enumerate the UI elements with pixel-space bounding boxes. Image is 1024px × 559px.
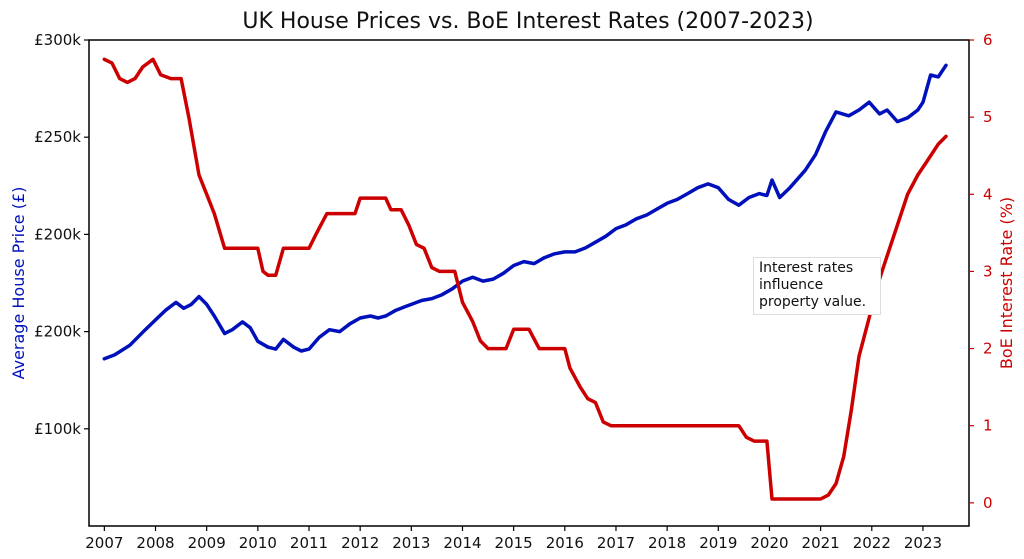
- left-tick-label: £250k: [34, 128, 81, 146]
- right-y-axis: 0 1 2 3 4 5 6: [969, 31, 993, 512]
- x-tick-label: 2017: [597, 534, 635, 552]
- left-tick-label: £200k: [34, 225, 81, 243]
- x-tick-label: 2008: [136, 534, 174, 552]
- chart-title: UK House Prices vs. BoE Interest Rates (…: [242, 9, 813, 34]
- right-tick-label: 5: [983, 108, 993, 126]
- x-tick-label: 2016: [546, 534, 584, 552]
- x-tick-label: 2021: [802, 534, 840, 552]
- x-tick-label: 2012: [341, 534, 379, 552]
- x-tick-label: 2014: [443, 534, 481, 552]
- x-tick-label: 2009: [188, 534, 226, 552]
- x-axis: 2007 2008 2009 2010 2011 2012 2013 2014 2015 2016…: [85, 526, 942, 552]
- annotation-box: Interest rates influence property value.: [753, 257, 881, 315]
- x-tick-label: 2015: [495, 534, 533, 552]
- x-tick-label: 2019: [699, 534, 737, 552]
- annotation-line-3: property value.: [759, 294, 867, 310]
- plot-frame: [88, 39, 970, 527]
- series-group: [102, 57, 948, 501]
- left-tick-label: £100k: [34, 420, 81, 438]
- left-tick-label: £300k: [34, 31, 81, 49]
- x-tick-label: 2013: [392, 534, 430, 552]
- x-tick-label: 2018: [648, 534, 686, 552]
- left-y-axis: £100k £200k £200k £250k £300k: [34, 31, 89, 438]
- left-tick-label: £200k: [34, 323, 81, 341]
- annotation-line-2: influence: [759, 277, 824, 293]
- right-tick-label: 0: [983, 494, 993, 512]
- house-price-line: [102, 63, 948, 361]
- left-axis-label: Average House Price (£): [9, 187, 28, 380]
- x-tick-label: 2011: [290, 534, 328, 552]
- right-tick-label: 1: [983, 417, 993, 435]
- x-tick-label: 2022: [853, 534, 891, 552]
- right-tick-label: 4: [983, 185, 993, 203]
- x-tick-label: 2020: [750, 534, 788, 552]
- right-axis-label: BoE Interest Rate (%): [997, 197, 1016, 369]
- right-tick-label: 6: [983, 31, 993, 49]
- interest-rate-line: [102, 57, 948, 501]
- x-tick-label: 2023: [904, 534, 942, 552]
- annotation-line-1: Interest rates: [759, 260, 854, 276]
- x-tick-label: 2007: [85, 534, 123, 552]
- x-tick-label: 2010: [239, 534, 277, 552]
- right-tick-label: 2: [983, 340, 993, 358]
- right-tick-label: 3: [983, 262, 993, 280]
